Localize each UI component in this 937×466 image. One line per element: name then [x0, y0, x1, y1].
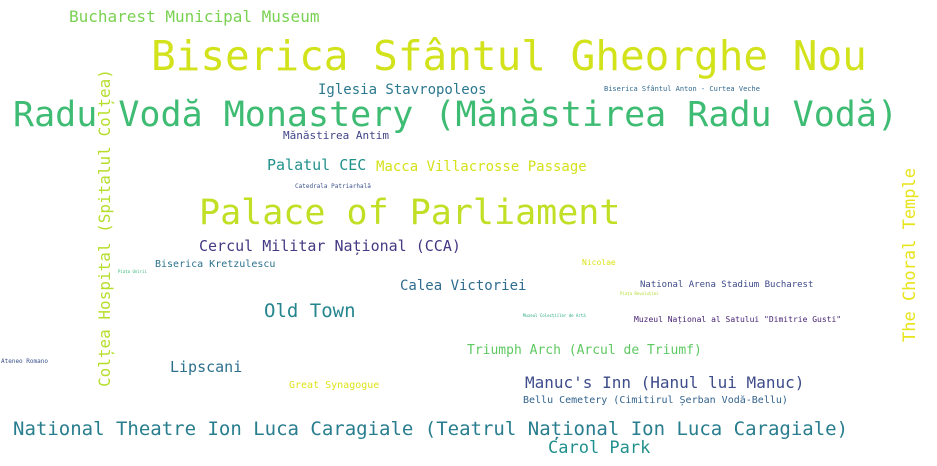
word-coltea-hospital: Colțea Hospital (Spitalul Colțea)	[95, 69, 114, 387]
word-triumph-arch: Triumph Arch (Arcul de Triumf)	[467, 343, 702, 358]
word-ateneo-romano: Ateneo Romano	[1, 358, 48, 365]
word-great-synagogue: Great Synagogue	[289, 380, 380, 391]
word-muzeul-colectiilor-de-arta: Muzeul Colecțiilor de Artă	[523, 313, 586, 318]
word-calea-victoriei: Calea Victoriei	[400, 278, 527, 294]
word-bellu-cemetery: Bellu Cemetery (Cimitirul Șerban Vodă-Be…	[523, 395, 788, 406]
word-manastirea-antim: Mănăstirea Antim	[283, 129, 389, 142]
word-catedrala-patriarhala: Catedrala Patriarhală	[295, 183, 371, 190]
word-palace-of-parliament: Palace of Parliament	[199, 193, 621, 233]
word-biserica-sfantul-anton: Biserica Sfântul Anton - Curtea Veche	[604, 85, 760, 93]
word-old-town: Old Town	[264, 300, 356, 322]
word-piata-revolutiei: Piața Revoluției	[620, 291, 659, 296]
word-iglesia-stavropoleos: Iglesia Stavropoleos	[318, 82, 487, 98]
word-the-choral-temple: The Choral Temple	[900, 168, 920, 342]
word-macca-villacrosse-passage: Macca Villacrosse Passage	[376, 159, 587, 175]
word-national-arena-stadium: National Arena Stadium Bucharest	[640, 280, 814, 290]
word-biserica-sfantul-gheorghe-nou: Biserica Sfântul Gheorghe Nou	[151, 32, 867, 80]
word-carol-park: Carol Park	[548, 438, 651, 458]
word-nicolae: Nicolae	[582, 258, 616, 267]
word-radu-voda-monastery: Radu Vodă Monastery (Mănăstirea Radu Vod…	[13, 95, 899, 135]
word-bucharest-municipal-museum: Bucharest Municipal Museum	[69, 7, 320, 26]
word-cercul-militar-national: Cercul Militar Național (CCA)	[199, 237, 461, 255]
word-biserica-kretzulescu: Biserica Kretzulescu	[155, 259, 276, 270]
word-national-theatre: National Theatre Ion Luca Caragiale (Tea…	[13, 418, 849, 440]
word-manucs-inn: Manuc's Inn (Hanul lui Manuc)	[525, 373, 805, 392]
word-palatul-cec: Palatul CEC	[267, 156, 367, 174]
word-muzeul-national-al-satului: Muzeul Național al Satului "Dimitrie Gus…	[634, 315, 842, 324]
word-piata-unirii: Piața Unirii	[118, 269, 147, 274]
word-lipscani: Lipscani	[170, 358, 243, 376]
